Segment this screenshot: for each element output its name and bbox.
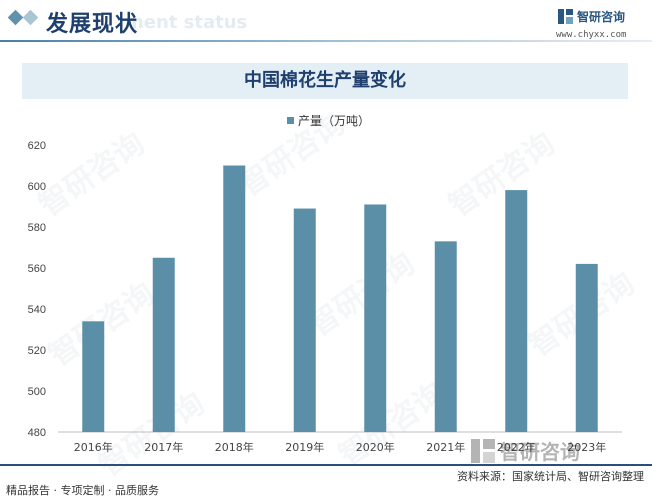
chart-legend: 产量（万吨）: [287, 112, 370, 129]
header-divider: [0, 40, 652, 42]
source-note: 资料来源：国家统计局、智研咨询整理: [457, 470, 644, 483]
chart-title-band: 中国棉花生产量变化: [22, 63, 628, 99]
brand: 智研咨询: [557, 8, 625, 25]
y-tick-label: 520: [28, 345, 46, 357]
x-tick-label: 2016年: [74, 440, 113, 454]
bar-chart: 480 500 520 540 560 580 600 620 2016年 2017年 2018年 2…: [28, 140, 622, 454]
bar: [152, 257, 175, 432]
y-tick-label: 500: [28, 386, 46, 398]
brand-name: 智研咨询: [577, 10, 626, 24]
x-tick-label: 2020年: [356, 440, 395, 454]
y-tick-label: 540: [28, 304, 46, 316]
bar: [434, 241, 457, 432]
y-tick-label: 580: [28, 222, 46, 234]
y-tick-label: 620: [28, 140, 46, 152]
x-tick-label: 2018年: [215, 440, 254, 454]
bar: [293, 208, 316, 432]
bar: [575, 263, 598, 432]
page-header: ment status 发展现状 智研咨询 www.chyxx.com: [0, 0, 652, 44]
brand-logo-icon: [471, 438, 495, 463]
x-tick-label: 2021年: [426, 440, 465, 454]
bar: [223, 165, 246, 432]
brand-url[interactable]: www.chyxx.com: [556, 30, 627, 40]
footer-tagline: 精品报告 · 专项定制 · 品质服务: [6, 484, 159, 497]
y-tick-label: 600: [28, 181, 46, 193]
x-tick-label: 2017年: [144, 440, 183, 454]
x-tick-label: 2023年: [567, 440, 606, 454]
footer-divider: [0, 464, 652, 466]
header-ghost-text: ment status: [125, 12, 248, 33]
x-tick-label: 2022年: [497, 440, 536, 454]
legend-label: 产量（万吨）: [298, 114, 371, 128]
x-tick-label: 2019年: [285, 440, 324, 454]
legend-swatch: [287, 117, 294, 124]
footer-brand-name: 智研咨询: [500, 440, 580, 464]
footer-brand: 智研咨询: [470, 436, 580, 465]
bar: [505, 190, 528, 432]
bar: [82, 321, 105, 432]
bar: [364, 204, 387, 432]
y-tick-label: 480: [28, 427, 46, 439]
chart-title: 中国棉花生产量变化: [244, 70, 406, 91]
page-title: 发展现状: [46, 11, 139, 37]
brand-logo-icon: [558, 9, 573, 24]
y-tick-label: 560: [28, 263, 46, 275]
